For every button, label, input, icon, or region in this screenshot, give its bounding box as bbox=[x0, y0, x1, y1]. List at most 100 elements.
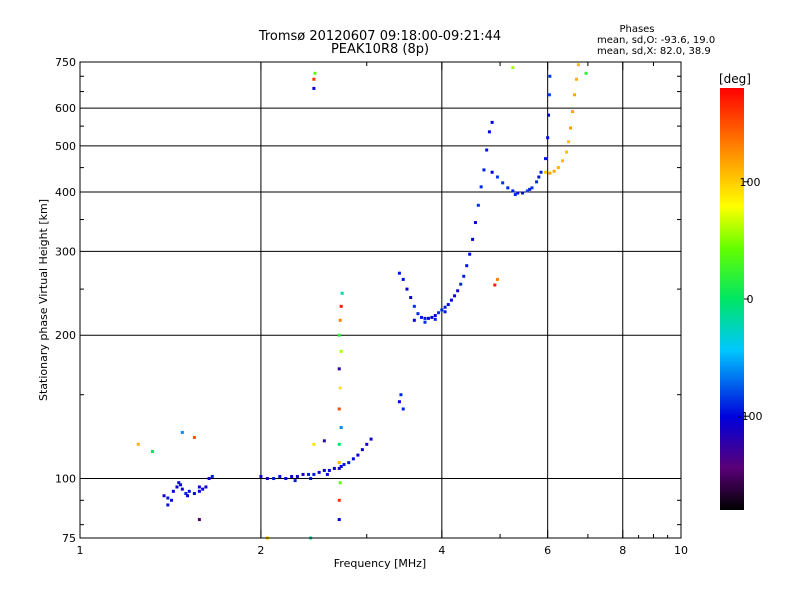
data-point bbox=[426, 316, 430, 320]
data-point bbox=[342, 463, 346, 467]
data-point bbox=[301, 472, 305, 476]
y-tick-label: 100 bbox=[55, 473, 76, 486]
data-point bbox=[479, 185, 483, 189]
data-point bbox=[180, 487, 184, 491]
phases-line-o: mean, sd,O: -93.6, 19.0 bbox=[597, 35, 715, 46]
data-point bbox=[338, 318, 342, 322]
y-tick-label: 600 bbox=[55, 102, 76, 115]
data-point bbox=[556, 166, 560, 170]
x-tick-label: 1 bbox=[77, 544, 84, 557]
data-point bbox=[521, 191, 525, 195]
data-point bbox=[412, 318, 416, 322]
data-point bbox=[339, 349, 343, 353]
data-point bbox=[535, 180, 539, 184]
data-point bbox=[543, 157, 547, 161]
data-point bbox=[397, 271, 401, 275]
data-point bbox=[284, 477, 288, 481]
data-point bbox=[322, 468, 326, 472]
data-point bbox=[437, 311, 441, 315]
data-point bbox=[511, 66, 515, 70]
data-point bbox=[351, 457, 355, 461]
data-point bbox=[327, 468, 331, 472]
data-point bbox=[177, 481, 181, 485]
data-point bbox=[295, 474, 299, 478]
data-point bbox=[337, 442, 341, 446]
y-tick-label: 300 bbox=[55, 245, 76, 258]
data-point bbox=[171, 489, 175, 493]
data-point bbox=[495, 175, 499, 179]
data-point bbox=[423, 316, 427, 320]
data-point bbox=[548, 171, 552, 175]
axis-ticks: 1 2 4 6 8 10 75 100 200 300 400 500 600 750 bbox=[55, 56, 688, 557]
data-point bbox=[192, 435, 196, 439]
data-point bbox=[272, 477, 276, 481]
data-point bbox=[339, 425, 343, 429]
data-point bbox=[471, 237, 475, 241]
data-point bbox=[337, 461, 341, 465]
data-point bbox=[307, 472, 311, 476]
data-point bbox=[485, 148, 489, 152]
colorbar-ticks: 100 0 -100 bbox=[738, 176, 763, 423]
data-point bbox=[365, 442, 369, 446]
data-point bbox=[317, 470, 321, 474]
data-point bbox=[546, 136, 550, 140]
data-point bbox=[490, 120, 494, 124]
data-point bbox=[166, 503, 170, 507]
data-point bbox=[356, 453, 360, 457]
data-point bbox=[337, 333, 341, 337]
data-point bbox=[476, 203, 480, 207]
data-point bbox=[179, 483, 183, 487]
colorbar-tick-label: 0 bbox=[747, 293, 754, 306]
data-point bbox=[322, 439, 326, 443]
data-point bbox=[543, 170, 547, 174]
data-point bbox=[430, 315, 434, 319]
data-point bbox=[175, 485, 179, 489]
data-point bbox=[569, 126, 573, 130]
data-point bbox=[409, 296, 413, 300]
data-point bbox=[290, 474, 294, 478]
x-tick-label: 6 bbox=[544, 544, 551, 557]
data-point bbox=[433, 314, 437, 318]
data-point bbox=[337, 466, 341, 470]
colorbar-label: [deg] bbox=[719, 72, 751, 86]
data-points bbox=[136, 63, 588, 540]
data-point bbox=[187, 489, 191, 493]
data-point bbox=[180, 430, 184, 434]
data-point bbox=[539, 170, 543, 174]
data-point bbox=[487, 130, 491, 134]
y-tick-label: 200 bbox=[55, 329, 76, 342]
data-point bbox=[265, 477, 269, 481]
data-point bbox=[337, 518, 341, 522]
data-point bbox=[574, 77, 578, 81]
data-point bbox=[501, 181, 505, 185]
data-point bbox=[184, 492, 188, 496]
data-point bbox=[210, 474, 214, 478]
x-tick-label: 2 bbox=[257, 544, 264, 557]
data-point bbox=[337, 367, 341, 371]
data-point bbox=[312, 77, 316, 81]
data-point bbox=[339, 304, 343, 308]
data-point bbox=[468, 252, 472, 256]
data-point bbox=[170, 498, 174, 502]
chart-subtitle: PEAK10R8 (8p) bbox=[331, 42, 429, 57]
chart-title: Tromsø 20120607 09:18:00-09:21:44 bbox=[258, 29, 501, 44]
data-point bbox=[516, 191, 520, 195]
data-point bbox=[482, 168, 486, 172]
grid-lines bbox=[80, 62, 681, 538]
data-point bbox=[423, 320, 427, 324]
data-point bbox=[462, 274, 466, 278]
data-point bbox=[493, 283, 497, 287]
data-point bbox=[567, 140, 571, 144]
data-point bbox=[338, 386, 342, 390]
data-point bbox=[278, 474, 282, 478]
data-point bbox=[312, 472, 316, 476]
data-point bbox=[312, 442, 316, 446]
data-point bbox=[197, 489, 201, 493]
data-point bbox=[449, 298, 453, 302]
x-tick-label: 4 bbox=[438, 544, 445, 557]
data-point bbox=[186, 494, 190, 498]
data-point bbox=[443, 305, 447, 309]
data-point bbox=[397, 400, 401, 404]
